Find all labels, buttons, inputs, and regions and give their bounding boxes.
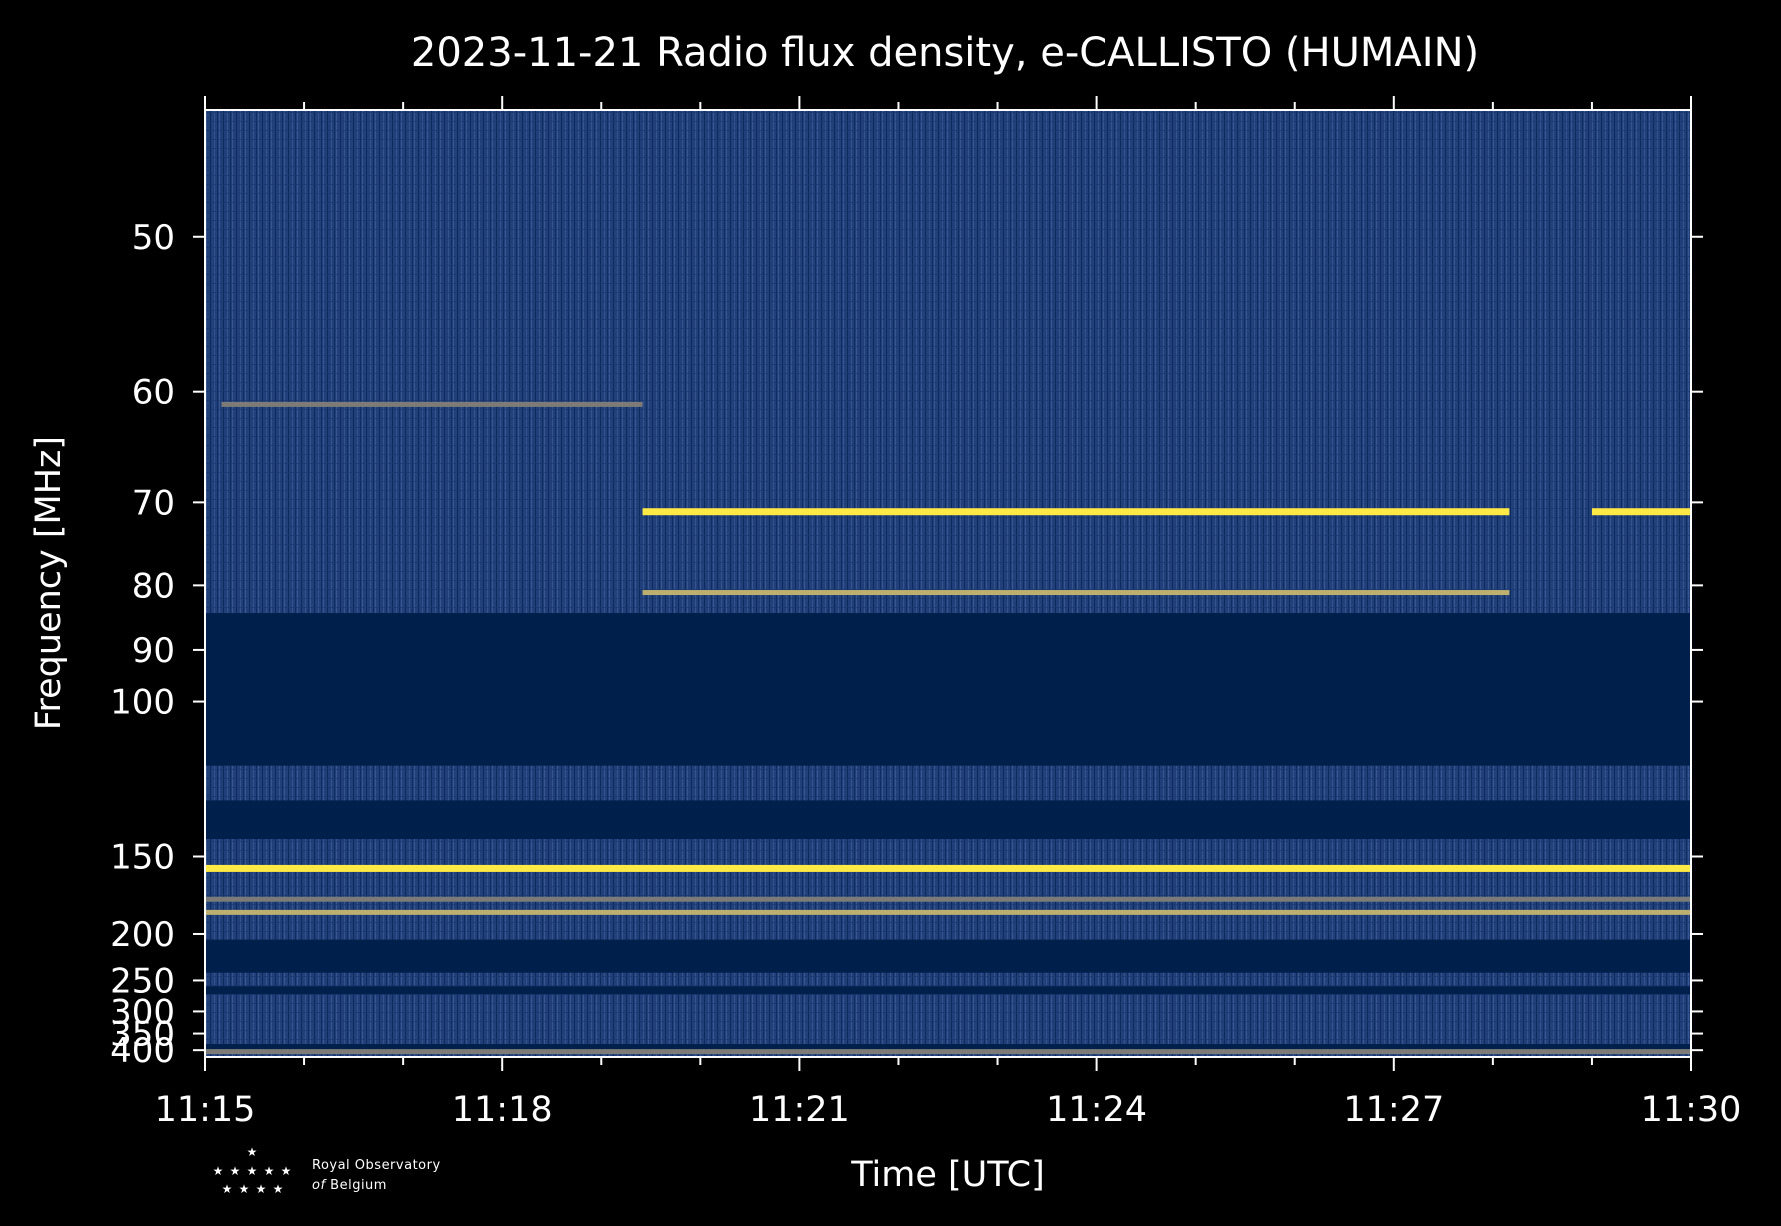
y-tick-label: 350 (110, 1015, 175, 1055)
svg-text:★: ★ (247, 1164, 258, 1178)
quiet-band (205, 613, 1691, 766)
emission-lines (205, 401, 1691, 1055)
quiet-band (205, 800, 1691, 840)
x-axis-label: Time [UTC] (850, 1155, 1044, 1195)
emission-line (205, 909, 1691, 915)
y-tick-label: 150 (110, 837, 175, 877)
y-tick-label: 80 (132, 566, 175, 606)
plot-frame (204, 109, 1692, 1058)
plot-background (205, 110, 1691, 1057)
y-tick-label: 70 (132, 483, 175, 523)
x-tick-label: 11:24 (1046, 1090, 1147, 1130)
svg-text:★: ★ (273, 1182, 284, 1196)
svg-text:★: ★ (281, 1164, 292, 1178)
emission-line (205, 864, 1691, 872)
y-tick-label: 90 (132, 631, 175, 671)
emission-line (205, 896, 1691, 902)
x-tick-label: 11:21 (749, 1090, 850, 1130)
y-tick-label: 50 (132, 218, 175, 258)
logo-of: of (312, 1178, 326, 1193)
svg-text:★: ★ (239, 1182, 250, 1196)
y-tick-label: 60 (132, 373, 175, 413)
svg-text:★: ★ (213, 1164, 224, 1178)
y-tick-label: 250 (110, 961, 175, 1001)
x-tick-label: 11:15 (155, 1090, 256, 1130)
svg-text:★: ★ (230, 1164, 241, 1178)
observatory-logo: ★ ★ ★ ★ ★ ★ ★ ★ ★ ★ Royal Observatory of Belgiu… (205, 1142, 465, 1202)
x-tick-label: 11:18 (452, 1090, 553, 1130)
svg-text:★: ★ (256, 1182, 267, 1196)
quiet-band (205, 1044, 1691, 1052)
y-tick-label: 400 (110, 1031, 175, 1071)
emission-line (221, 401, 643, 407)
x-tick-label: 11:30 (1641, 1090, 1742, 1130)
y-tick-label: 200 (110, 915, 175, 955)
quiet-bands (205, 613, 1691, 1052)
emission-line (642, 508, 1510, 516)
quiet-band (205, 939, 1691, 973)
svg-text:★: ★ (264, 1164, 275, 1178)
x-tick-label: 11:27 (1343, 1090, 1444, 1130)
logo-line-2: Belgium (325, 1178, 387, 1193)
chart-title: 2023-11-21 Radio flux density, e-CALLIST… (411, 30, 1479, 76)
emission-line (205, 1049, 1691, 1055)
stars-icon: ★ ★ ★ ★ ★ ★ ★ ★ ★ ★ (213, 1145, 292, 1196)
quiet-band (205, 986, 1691, 995)
svg-text:★: ★ (222, 1182, 233, 1196)
x-axis: 11:15 11:18 11:21 11:24 11:27 11:30 (155, 96, 1742, 1130)
y-axis-label: Frequency [MHz] (29, 436, 69, 730)
emission-line (1591, 508, 1691, 516)
y-tick-label: 300 (110, 992, 175, 1032)
svg-text:★: ★ (247, 1145, 258, 1159)
y-tick-label: 100 (110, 683, 175, 723)
logo-line-1: Royal Observatory (312, 1158, 441, 1173)
emission-line (642, 590, 1510, 596)
spectrogram-plot (205, 110, 1691, 1057)
